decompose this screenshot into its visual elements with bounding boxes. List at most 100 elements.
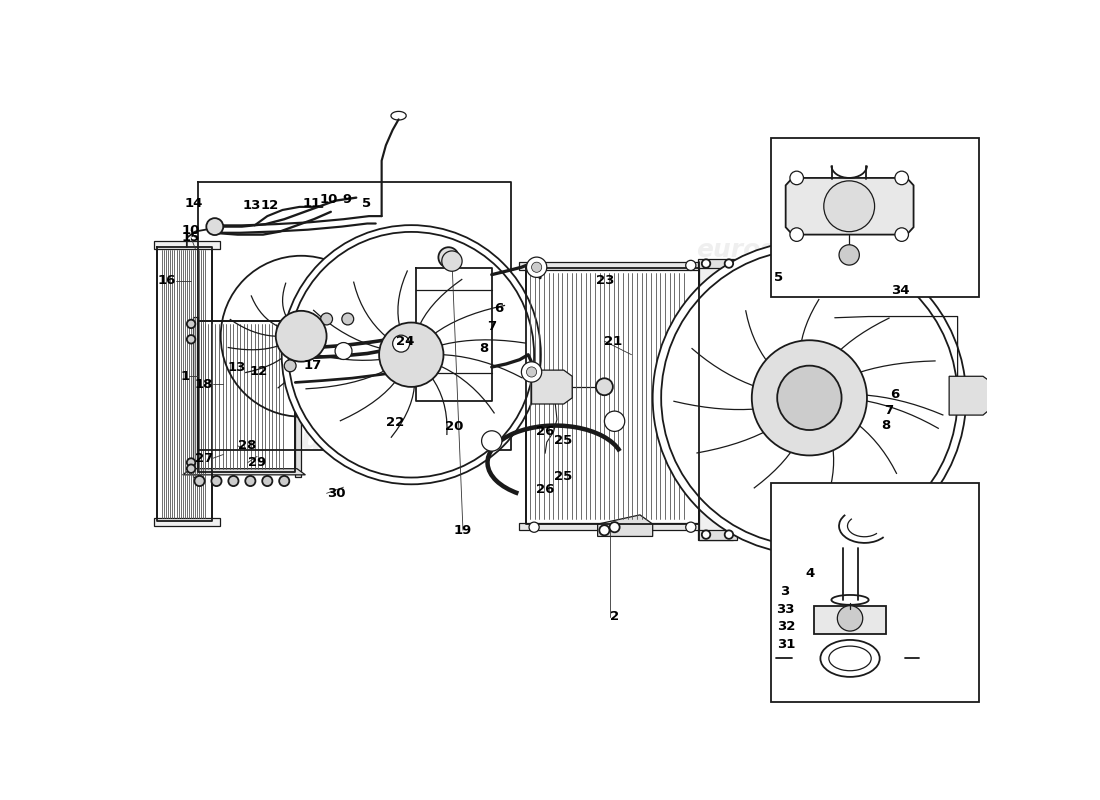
Text: 23: 23	[596, 274, 614, 287]
Text: 11: 11	[302, 198, 320, 210]
Polygon shape	[288, 306, 352, 367]
Circle shape	[187, 320, 196, 328]
Polygon shape	[403, 389, 441, 410]
Polygon shape	[490, 271, 497, 287]
Text: 26: 26	[536, 426, 554, 438]
Circle shape	[279, 476, 289, 486]
Circle shape	[442, 251, 462, 271]
Circle shape	[609, 522, 619, 532]
Circle shape	[284, 330, 296, 342]
Circle shape	[439, 247, 459, 267]
Circle shape	[652, 241, 966, 554]
Text: 17: 17	[304, 359, 322, 372]
Circle shape	[482, 430, 502, 451]
Circle shape	[751, 340, 867, 455]
Circle shape	[187, 458, 196, 466]
Polygon shape	[154, 241, 220, 249]
Text: 5: 5	[773, 271, 783, 284]
Polygon shape	[785, 178, 914, 234]
Circle shape	[262, 476, 273, 486]
Text: 30: 30	[327, 487, 345, 500]
Bar	[771, 138, 979, 297]
Circle shape	[604, 411, 625, 431]
Circle shape	[702, 259, 711, 268]
Text: 9: 9	[342, 193, 352, 206]
Circle shape	[284, 360, 296, 372]
Text: 4: 4	[805, 567, 814, 580]
Text: 10: 10	[182, 224, 200, 237]
Polygon shape	[814, 606, 886, 634]
Circle shape	[596, 378, 613, 395]
Circle shape	[531, 262, 541, 272]
Text: 29: 29	[248, 456, 266, 469]
Polygon shape	[154, 518, 220, 526]
Polygon shape	[697, 530, 737, 539]
Polygon shape	[412, 364, 434, 382]
Polygon shape	[436, 259, 461, 269]
Text: 13: 13	[228, 361, 246, 374]
Text: 25: 25	[553, 434, 572, 447]
Polygon shape	[198, 321, 295, 472]
Text: 32: 32	[777, 621, 795, 634]
Circle shape	[245, 476, 255, 486]
Text: 27: 27	[195, 452, 213, 465]
Text: 1: 1	[180, 370, 189, 382]
Circle shape	[895, 228, 909, 242]
Text: 3: 3	[780, 586, 789, 598]
Text: 20: 20	[446, 420, 463, 433]
Polygon shape	[192, 317, 198, 477]
Text: 8: 8	[480, 342, 488, 355]
Text: 19: 19	[454, 524, 472, 537]
Polygon shape	[183, 469, 306, 475]
Circle shape	[685, 260, 696, 270]
Circle shape	[529, 260, 539, 270]
Text: 25: 25	[553, 470, 572, 483]
Circle shape	[895, 171, 909, 185]
Text: eurospares: eurospares	[280, 328, 474, 357]
Circle shape	[276, 311, 327, 362]
Circle shape	[725, 530, 734, 539]
Polygon shape	[519, 523, 706, 530]
Text: 12: 12	[250, 366, 267, 378]
Circle shape	[790, 171, 803, 185]
Circle shape	[379, 322, 443, 387]
Circle shape	[725, 259, 734, 268]
Circle shape	[393, 335, 409, 352]
Circle shape	[837, 606, 862, 631]
Text: 12: 12	[261, 199, 279, 212]
Circle shape	[790, 228, 803, 242]
Polygon shape	[597, 515, 652, 537]
Text: 7: 7	[884, 404, 893, 417]
Circle shape	[195, 476, 205, 486]
Text: 2: 2	[610, 610, 619, 623]
Text: 22: 22	[386, 416, 404, 429]
Circle shape	[685, 522, 696, 532]
Text: 6: 6	[890, 388, 899, 402]
Circle shape	[321, 313, 332, 325]
Circle shape	[207, 218, 223, 235]
Text: eurospares: eurospares	[535, 328, 728, 357]
Text: eurospares: eurospares	[280, 426, 474, 455]
Circle shape	[600, 525, 609, 535]
Polygon shape	[519, 262, 706, 270]
Text: 33: 33	[777, 603, 795, 616]
Text: 24: 24	[396, 334, 415, 348]
Circle shape	[187, 335, 196, 343]
Circle shape	[527, 257, 547, 278]
Text: eurospares: eurospares	[696, 238, 855, 262]
Polygon shape	[411, 271, 420, 287]
Polygon shape	[420, 261, 494, 269]
Polygon shape	[526, 269, 700, 524]
Text: 16: 16	[157, 274, 176, 287]
Circle shape	[282, 225, 541, 484]
Polygon shape	[531, 370, 572, 404]
Text: 28: 28	[238, 439, 256, 452]
Circle shape	[702, 530, 711, 539]
Polygon shape	[949, 376, 989, 415]
Text: 21: 21	[604, 334, 623, 348]
Circle shape	[521, 362, 541, 382]
Circle shape	[529, 522, 539, 532]
Circle shape	[342, 313, 354, 325]
Circle shape	[187, 465, 196, 473]
Bar	[771, 483, 979, 702]
